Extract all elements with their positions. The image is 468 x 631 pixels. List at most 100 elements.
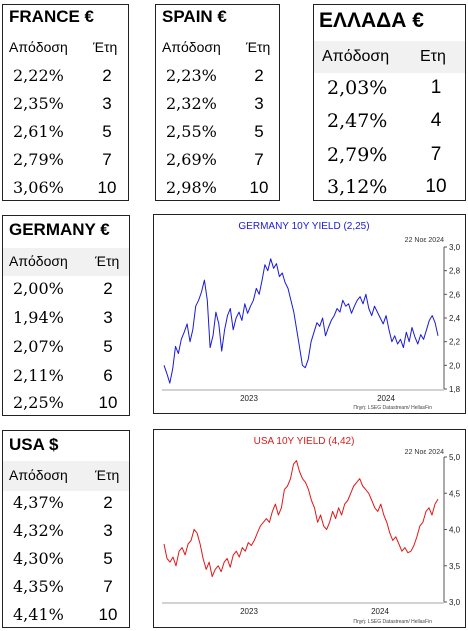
x-tick-label: 2024 [371,607,389,616]
chart-date: 22 Νοε 2024 [405,449,444,456]
yield-value: 2,03% [327,77,388,99]
yield-value: 2,00% [13,279,64,298]
yield-value: 2,32% [166,94,217,113]
maturity-years: 10 [425,176,447,197]
yield-series-line [163,258,439,384]
yield-value: 2,79% [13,150,64,169]
column-header-yield: Απόδοση [9,467,68,483]
column-header-yield: Απόδοση [9,39,68,55]
maturity-years: 3 [102,94,112,113]
maturity-years: 7 [102,150,112,169]
yield-value: 1,94% [13,308,64,327]
maturity-years: 10 [249,178,269,197]
yield-value: 2,69% [166,150,217,169]
plot-area: 5,0 4,5 4,0 3,5 3,0 2023 2024 [162,453,461,616]
maturity-years: 10 [98,393,118,412]
column-header-yield: Απόδοση [162,39,221,55]
column-header-yield: Απόδοση [9,253,68,269]
yield-series-line [163,460,439,578]
header-band [3,248,129,276]
yield-value: 4,30% [13,549,64,568]
column-header-years: Έτη [93,39,118,55]
maturity-years: 2 [103,279,113,298]
y-tick-label: 4,0 [449,526,461,535]
table-title: FRANCE € [9,7,95,26]
y-tick-label: 2,2 [449,338,461,347]
y-tick-label: 3,0 [449,243,461,252]
usa-yield-table: USA $ Απόδοση Έτη 4,37% 2 4,32% 3 4,30% … [2,430,130,628]
yield-value: 2,25% [13,393,64,412]
yield-value: 2,11% [13,366,64,385]
y-tick-label: 4,5 [449,489,461,498]
y-tick-label: 2,8 [449,267,461,276]
y-tick-label: 2,4 [449,314,461,323]
chart-title: USA 10Y YIELD (4,42) [254,436,355,447]
column-header-years: Έτη [95,253,120,269]
yield-value: 2,98% [166,178,217,197]
chart-date: 22 Νοε 2024 [405,237,444,244]
yield-value: 2,07% [13,337,64,356]
maturity-years: 10 [97,178,117,197]
maturity-years: 5 [103,337,113,356]
usa-yield-chart-svg: USA 10Y YIELD (4,42) 22 Νοε 2024 Πηγή: L… [162,436,461,625]
maturity-years: 3 [103,308,113,327]
column-header-years: Έτη [246,39,271,55]
maturity-years: 5 [103,549,113,568]
maturity-years: 7 [254,150,264,169]
yield-value: 2,61% [13,122,64,141]
table-title: GERMANY € [9,220,110,239]
chart-title: GERMANY 10Y YIELD (2,25) [238,221,369,232]
usa-yield-chart: USA 10Y YIELD (4,42) 22 Νοε 2024 Πηγή: L… [153,429,466,628]
maturity-years: 2 [254,66,264,85]
maturity-years: 7 [430,144,442,165]
y-tick-label: 5,0 [449,453,461,462]
y-tick-label: 1,8 [449,385,461,394]
table-title: ΕΛΛΑΔΑ € [319,9,424,32]
yield-value: 2,35% [13,94,64,113]
y-tick-label: 3,5 [449,562,461,571]
x-tick-label: 2024 [377,394,395,403]
column-header-yield: Απόδοση [322,48,390,65]
maturity-years: 6 [103,366,113,385]
header-band [314,41,465,73]
maturity-years: 3 [254,94,264,113]
yield-value: 2,22% [13,66,64,85]
yield-value: 4,32% [13,521,64,540]
germany-yield-chart: GERMANY 10Y YIELD (2,25) 22 Νοε 2024 Πηγ… [153,214,466,414]
chart-source: Πηγή: LSEG Datastream/ HellasFin [353,618,432,625]
maturity-years: 4 [430,110,442,131]
yield-value: 3,12% [327,176,388,198]
y-tick-label: 3,0 [449,598,461,607]
yield-value: 4,41% [13,605,64,624]
maturity-years: 2 [102,66,112,85]
maturity-years: 10 [98,605,118,624]
maturity-years: 2 [103,493,113,512]
yield-value: 2,79% [327,144,388,166]
header-band [3,461,129,491]
x-tick-label: 2023 [240,607,258,616]
spain-yield-table: SPAIN € Απόδοση Έτη 2,23% 2 2,32% 3 2,55… [155,4,280,201]
yield-value: 2,47% [327,110,388,132]
column-header-years: Ετη [420,48,446,65]
france-yield-table: FRANCE € Απόδοση Έτη 2,22% 2 2,35% 3 2,6… [2,4,129,201]
maturity-years: 3 [103,521,113,540]
maturity-years: 5 [102,122,112,141]
y-tick-label: 2,6 [449,290,461,299]
germany-yield-chart-svg: GERMANY 10Y YIELD (2,25) 22 Νοε 2024 Πηγ… [162,221,461,411]
yield-value: 2,55% [166,122,217,141]
maturity-years: 7 [103,577,113,596]
greece-yield-table: ΕΛΛΑΔΑ € Απόδοση Ετη 2,03% 1 2,47% 4 2,7… [313,4,466,201]
yield-value: 3,06% [13,178,64,197]
plot-area: 3,0 2,8 2,6 2,4 2,2 2,0 1,8 2023 2024 [162,243,461,403]
maturity-years: 5 [254,122,264,141]
table-title: SPAIN € [162,7,227,26]
germany-yield-table: GERMANY € Απόδοση Έτη 2,00% 2 1,94% 3 2,… [2,215,130,416]
y-tick-label: 2,0 [449,361,461,370]
yield-value: 4,35% [13,577,64,596]
yield-value: 4,37% [13,493,64,512]
yield-value: 2,23% [166,66,217,85]
column-header-years: Έτη [95,467,120,483]
x-tick-label: 2023 [240,394,258,403]
table-title: USA $ [9,435,59,454]
maturity-years: 1 [430,77,442,98]
